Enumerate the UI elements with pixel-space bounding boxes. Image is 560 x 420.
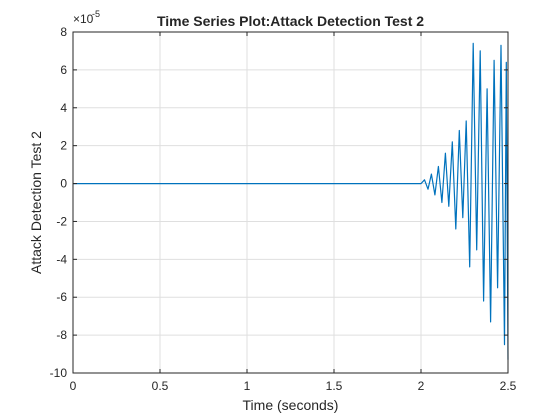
series-layer bbox=[73, 42, 509, 360]
x-axis-label: Time (seconds) bbox=[243, 397, 339, 413]
grid bbox=[72, 31, 509, 374]
y-tick-label: -2 bbox=[56, 214, 67, 228]
y-axis-exponent-base: ×10 bbox=[73, 12, 94, 26]
x-tick-label: 0 bbox=[70, 379, 77, 393]
x-tick-label: 2.5 bbox=[500, 379, 517, 393]
chart-title: Time Series Plot:Attack Detection Test 2 bbox=[157, 13, 424, 29]
x-tick-label: 0.5 bbox=[152, 379, 169, 393]
y-tick-label: 0 bbox=[60, 177, 67, 191]
y-tick-label: -6 bbox=[56, 290, 67, 304]
y-tick-label: 4 bbox=[60, 101, 67, 115]
y-tick-label: -8 bbox=[56, 328, 67, 342]
plot-frame bbox=[72, 31, 509, 374]
y-tick-label: -4 bbox=[56, 252, 67, 266]
x-tick-label: 2 bbox=[418, 379, 425, 393]
y-axis-label: Attack Detection Test 2 bbox=[28, 131, 44, 274]
tick-labels: 0 0.5 1 1.5 2 2.5 -10 -8 -6 -4 -2 0 2 4 6 8 bbox=[50, 25, 517, 393]
y-tick-label: 6 bbox=[60, 63, 67, 77]
x-tick-label: 1 bbox=[244, 379, 251, 393]
y-axis-exponent-power: -5 bbox=[92, 9, 100, 19]
y-tick-label: 2 bbox=[60, 139, 67, 153]
series-line bbox=[73, 42, 509, 360]
y-tick-label: 8 bbox=[60, 25, 67, 39]
y-tick-label: -10 bbox=[50, 366, 68, 380]
x-tick-label: 1.5 bbox=[326, 379, 343, 393]
axes bbox=[72, 31, 509, 374]
